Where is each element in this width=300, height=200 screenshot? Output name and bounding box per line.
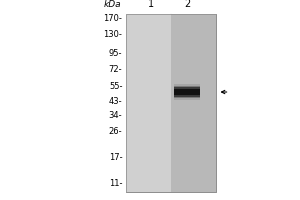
- Text: 55-: 55-: [109, 82, 122, 91]
- Text: 43-: 43-: [109, 97, 122, 106]
- Text: 72-: 72-: [109, 65, 122, 74]
- Text: kDa: kDa: [104, 0, 122, 9]
- Text: 26-: 26-: [109, 127, 122, 136]
- Text: 130-: 130-: [103, 30, 122, 39]
- Text: 1: 1: [148, 0, 154, 9]
- Text: 170-: 170-: [103, 14, 122, 23]
- Text: 11-: 11-: [109, 179, 122, 188]
- Text: 95-: 95-: [109, 49, 122, 58]
- Text: 17-: 17-: [109, 153, 122, 162]
- Text: 34-: 34-: [109, 111, 122, 120]
- Text: 2: 2: [184, 0, 190, 9]
